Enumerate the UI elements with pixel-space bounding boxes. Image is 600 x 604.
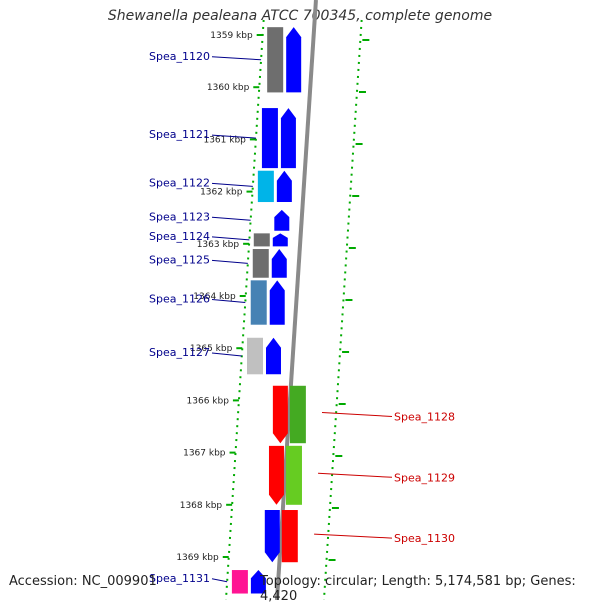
leader-line [211, 578, 228, 583]
gene-marker [285, 445, 302, 505]
leader-line [318, 472, 393, 478]
genome-backbone [274, 0, 318, 600]
gene-label: Spea_1130 [394, 532, 455, 545]
gene-spea_1120 [267, 27, 302, 93]
gene-arrow [265, 337, 281, 375]
gene-spea_1125 [252, 249, 287, 278]
kbp-tick-label: 1359 kbp [210, 31, 253, 41]
accession-text: Accession: NC_009901 [9, 574, 157, 589]
gene-marker [231, 570, 248, 594]
kbp-tick-label: 1364 kbp [193, 292, 236, 302]
leader-line [314, 533, 393, 539]
gene-spea_1126 [250, 280, 285, 325]
gene-label: Spea_1120 [149, 50, 210, 63]
gene-label: Spea_1124 [149, 230, 210, 243]
gene-marker [250, 280, 267, 325]
leader-line [321, 411, 393, 417]
gene-arrow [272, 385, 288, 444]
gene-arrow [272, 233, 288, 247]
gene-label: Spea_1122 [149, 176, 210, 189]
label-layer: Spea_1120 Spea_1121 Spea_1122 Spea_1123 Spea… [149, 50, 455, 585]
map-title: Shewanella pealeana ATCC 700345, complet… [107, 8, 493, 24]
gene-marker [281, 510, 298, 563]
tick-layer: 1359 kbp 1360 kbp 1361 kbp 1362 kbp 1363 kbp… [176, 31, 263, 563]
gene-layer [231, 27, 306, 594]
gene-arrow [269, 280, 285, 325]
gene-spea_1121 [261, 108, 296, 169]
gene-marker [246, 337, 263, 375]
gene-spea_1130 [264, 510, 298, 563]
leader-line [211, 56, 262, 61]
track-outer-dotted [322, 19, 363, 600]
gene-label: Spea_1125 [149, 253, 210, 266]
gene-spea_1129 [268, 445, 302, 505]
gene-arrow [264, 510, 280, 563]
gene-arrow [276, 170, 292, 203]
gene-spea_1131 [231, 570, 266, 594]
gene-arrow [274, 209, 290, 231]
kbp-tick-label: 1365 kbp [190, 344, 233, 354]
gene-spea_1128 [272, 385, 306, 444]
gene-label: Spea_1128 [394, 410, 455, 423]
kbp-tick-label: 1361 kbp [203, 135, 246, 145]
gene-arrow [268, 445, 284, 505]
gene-marker [253, 233, 270, 247]
backbone-layer [274, 0, 318, 600]
gene-label: Spea_1127 [149, 346, 210, 359]
gene-arrow [250, 570, 266, 594]
track-layer [224, 19, 370, 600]
gene-arrow [271, 249, 287, 278]
kbp-tick-label: 1362 kbp [200, 188, 243, 198]
gene-label: Spea_1123 [149, 210, 210, 223]
leader-line [211, 182, 253, 187]
gene-label: Spea_1129 [394, 471, 455, 484]
gene-spea_1127 [246, 337, 281, 375]
gene-arrow [286, 27, 302, 93]
gene-spea_1122 [257, 170, 292, 203]
kbp-tick-label: 1366 kbp [187, 396, 230, 406]
kbp-tick-label: 1360 kbp [207, 83, 250, 93]
gene-marker [267, 27, 284, 93]
leader-line [211, 352, 242, 357]
kbp-tick-label: 1368 kbp [180, 501, 223, 511]
leader-line [211, 134, 257, 139]
gene-label: Spea_1126 [149, 293, 210, 306]
gene-marker [261, 108, 278, 169]
gene-marker [289, 385, 306, 444]
leader-line [211, 236, 250, 241]
leader-line [211, 299, 246, 304]
gene-label: Spea_1131 [149, 572, 210, 585]
track-inner-dotted [224, 19, 265, 600]
gene-spea_1124 [253, 233, 288, 247]
gene-marker [252, 249, 269, 278]
gene-spea_1123 [274, 209, 290, 231]
kbp-tick-label: 1363 kbp [197, 240, 240, 250]
gene-label: Spea_1121 [149, 128, 210, 141]
kbp-tick-label: 1369 kbp [176, 553, 219, 563]
leader-line [211, 259, 248, 264]
gene-arrow [280, 108, 296, 169]
leader-line [211, 216, 251, 221]
kbp-tick-label: 1367 kbp [183, 449, 226, 459]
gene-marker [257, 170, 274, 203]
